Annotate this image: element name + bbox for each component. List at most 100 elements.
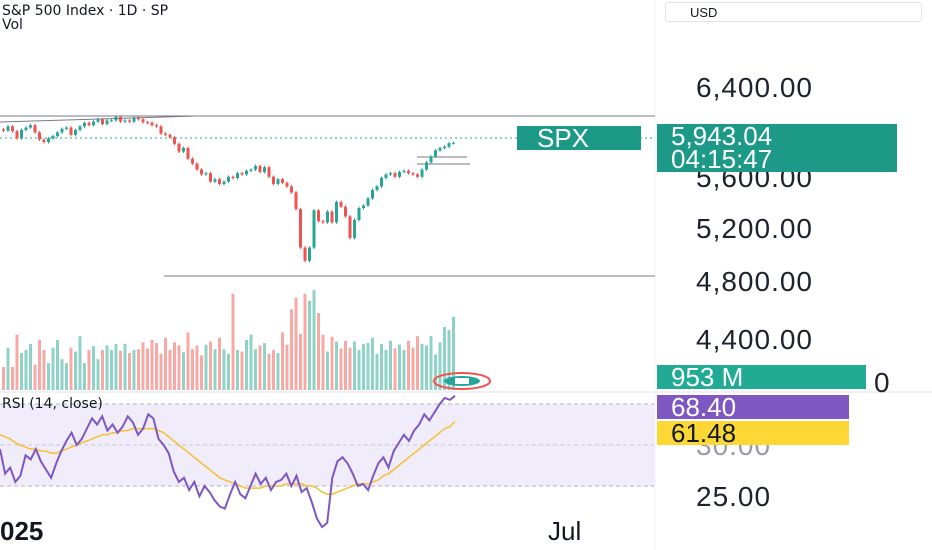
time-axis-label: Jul	[548, 516, 582, 546]
event-icon[interactable]	[433, 372, 491, 390]
candle-body	[245, 170, 248, 175]
volume-bar	[11, 366, 14, 390]
candle-body	[96, 119, 100, 122]
volume-bar	[254, 349, 257, 390]
candle-body	[420, 169, 424, 177]
volume-bar	[429, 336, 433, 390]
candle-body	[182, 148, 185, 152]
currency-button[interactable]: USD	[665, 2, 922, 22]
candlesticks	[2, 115, 455, 263]
candle-body	[132, 118, 136, 122]
candle-body	[6, 126, 10, 131]
rsi-title[interactable]: RSI (14, close)	[2, 396, 103, 412]
volume-bar	[47, 363, 50, 390]
candle-body	[92, 121, 95, 126]
last-price-tag: 5,943.04 04:15:47	[657, 121, 897, 172]
candle-body	[443, 146, 446, 148]
rsi-line	[0, 395, 456, 529]
volume-bar	[452, 316, 455, 390]
candle-body	[362, 205, 365, 208]
candle-body	[155, 125, 158, 127]
candle-body	[249, 169, 253, 171]
volume-bar	[335, 341, 338, 390]
candle-body	[339, 202, 343, 207]
volume-bar	[330, 336, 334, 390]
candle-body	[29, 125, 32, 128]
candle-body	[15, 131, 19, 139]
volume-bar	[276, 353, 280, 390]
volume-bar	[402, 350, 406, 390]
volume-bar	[173, 342, 176, 390]
candle-body	[119, 116, 122, 122]
volume-bar	[42, 350, 46, 390]
price-axis-label: 4,400.00	[696, 324, 813, 355]
candle-body	[123, 120, 127, 122]
volume-bar	[294, 297, 298, 390]
volume-bar	[339, 348, 343, 390]
candle-body	[308, 247, 311, 261]
volume-bar	[65, 363, 68, 390]
candle-body	[330, 211, 334, 223]
candle-body	[204, 173, 208, 175]
candle-body	[290, 186, 293, 193]
volume-bar	[393, 348, 397, 390]
candle-body	[299, 209, 302, 248]
volume-bar	[407, 340, 410, 390]
candle-body	[11, 126, 14, 132]
candle-body	[69, 127, 73, 135]
candle-body	[177, 143, 181, 152]
volume-bar	[380, 343, 383, 390]
volume-bar	[150, 340, 154, 390]
candle-body	[150, 122, 154, 126]
volume-bar	[218, 337, 221, 390]
candle-body	[20, 130, 23, 139]
candle-body	[380, 178, 383, 187]
candle-body	[105, 120, 109, 124]
candle-body	[335, 202, 338, 223]
candle-body	[42, 139, 46, 142]
volume-bar	[236, 350, 239, 390]
candle-body	[393, 173, 397, 177]
volume-bar	[263, 343, 266, 390]
volume-bar	[155, 343, 158, 390]
volume-bar	[159, 353, 163, 390]
volume-bar	[299, 333, 302, 390]
candle-body	[326, 211, 329, 223]
volume-bar	[83, 363, 86, 390]
candle-body	[357, 208, 361, 220]
volume-bar	[443, 326, 446, 390]
candle-body	[384, 174, 388, 178]
last-price-value: 5,943.04	[671, 121, 773, 151]
volume-bar	[87, 350, 91, 390]
candle-body	[24, 127, 28, 130]
price-axis-label: 4,800.00	[696, 266, 813, 297]
volume-bar	[222, 349, 226, 390]
volume-bar	[447, 330, 451, 390]
candle-body	[240, 173, 244, 175]
volume-bar	[213, 349, 217, 390]
volume-label[interactable]: Vol	[2, 17, 23, 33]
volume-bar	[137, 349, 140, 390]
candle-body	[371, 190, 374, 199]
volume-bar	[204, 344, 208, 390]
volume-bar	[186, 332, 190, 390]
volume-bar	[105, 345, 109, 390]
volume-bar	[267, 353, 271, 390]
symbol-title[interactable]: S&P 500 Index · 1D · SP	[2, 3, 169, 19]
price-axis-label: 5,200.00	[696, 213, 813, 244]
rsi-band	[0, 404, 655, 486]
volume-bar	[146, 348, 149, 390]
volume-bar	[191, 349, 194, 390]
candle-body	[429, 156, 433, 163]
candle-body	[200, 169, 203, 175]
candle-body	[128, 120, 131, 122]
candle-body	[168, 134, 172, 138]
volume-bar	[326, 351, 329, 390]
volume-bar	[128, 353, 131, 390]
volume-bar	[258, 345, 262, 390]
volume-bar	[434, 354, 437, 390]
candle-body	[137, 118, 140, 120]
volume-bar	[317, 313, 320, 390]
candle-body	[312, 210, 316, 248]
